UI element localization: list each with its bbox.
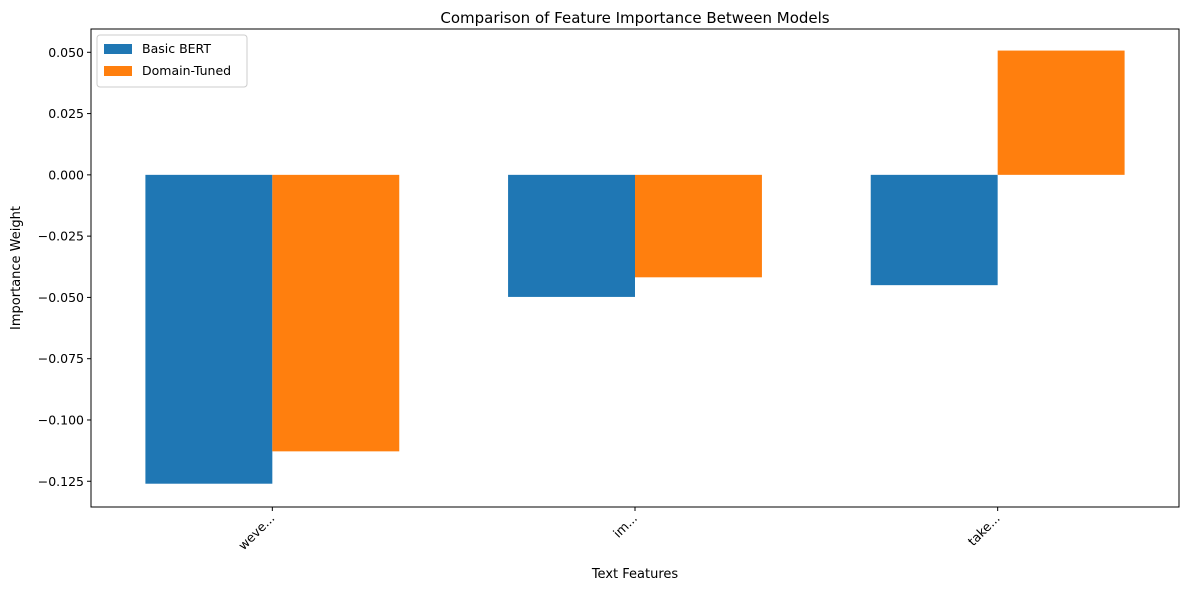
y-axis-ticks: −0.125 −0.100 −0.075 −0.050 −0.025 0.000 0.025… [38,45,91,489]
bars [145,50,1125,484]
y-tick-label: 0.025 [48,106,84,121]
x-axis-ticks: weve... im... take... [235,507,1003,553]
bar-domain-tuned-2 [997,50,1125,175]
y-axis-label: Importance Weight [9,206,24,330]
legend-label-domain-tuned: Domain-Tuned [142,63,231,78]
legend-label-basic-bert: Basic BERT [142,41,211,56]
y-tick-label: 0.050 [48,45,84,60]
legend-swatch-basic-bert [104,44,132,54]
bar-basic-bert-0 [145,174,273,484]
y-tick-label: −0.125 [38,474,84,489]
chart-title: Comparison of Feature Importance Between… [440,9,829,27]
bar-domain-tuned-0 [272,174,400,452]
plot-frame [90,28,1180,508]
x-tick-label: weve... [235,511,277,553]
legend-swatch-domain-tuned [104,66,132,76]
x-axis-label: Text Features [591,567,679,582]
bar-domain-tuned-1 [635,174,762,278]
bar-basic-bert-2 [870,174,998,286]
y-tick-label: −0.075 [38,351,84,366]
legend-frame [96,34,248,88]
y-tick-label: 0.000 [48,167,84,182]
x-tick-label: im... [610,511,640,541]
y-tick-label: −0.100 [38,412,84,427]
x-tick-label: take... [965,511,1003,549]
y-tick-label: −0.050 [38,290,84,305]
y-tick-label: −0.025 [38,229,84,244]
bar-basic-bert-1 [508,174,635,297]
legend: Basic BERT Domain-Tuned [96,34,248,88]
